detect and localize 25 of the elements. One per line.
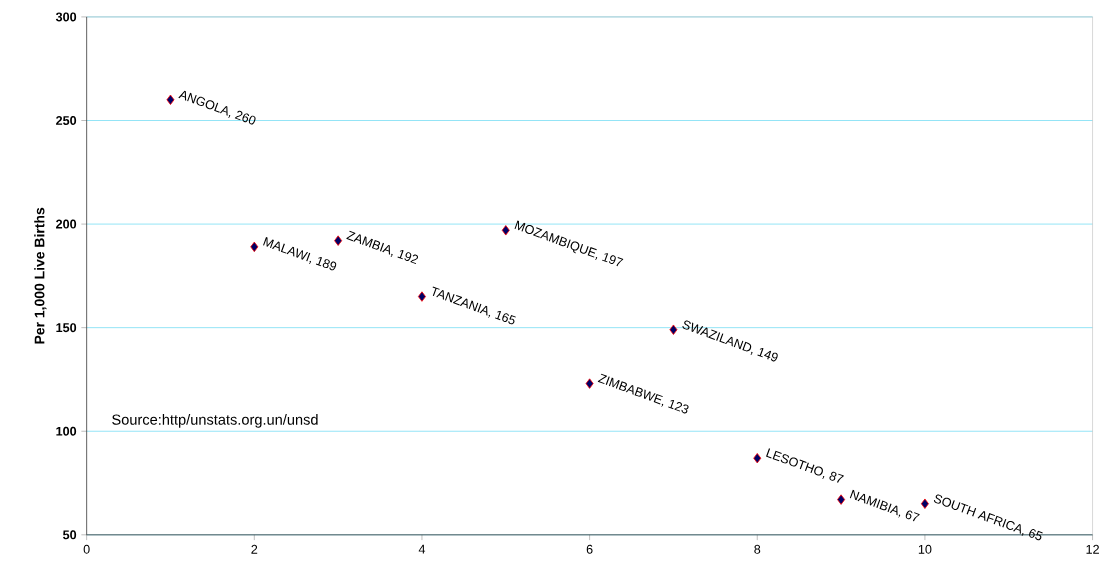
x-tick-label: 2 (251, 544, 258, 554)
x-tick-label: 4 (418, 544, 426, 554)
point (753, 453, 762, 464)
point (501, 225, 510, 236)
y-tick-label: 250 (56, 116, 77, 126)
point (334, 235, 343, 246)
y-tick-label: 150 (56, 323, 77, 333)
x-tick-label: 12 (1086, 544, 1099, 554)
x-tick-label: 8 (754, 544, 761, 554)
x-tick-label: 6 (586, 544, 593, 554)
y-tick-label: 100 (56, 426, 77, 436)
point (166, 94, 175, 106)
point (250, 241, 259, 253)
point (585, 378, 594, 389)
x-tick-label: 10 (918, 544, 932, 554)
y-tick-label: 50 (63, 530, 77, 540)
point (417, 291, 426, 302)
y-tick-label: 200 (56, 219, 77, 229)
point (920, 498, 929, 510)
point (837, 494, 846, 505)
y-tick-label: 300 (55, 12, 77, 22)
point (669, 324, 678, 336)
x-tick-label: 0 (83, 544, 90, 554)
y-axis-title: Per 1,000 Live Births (34, 208, 47, 344)
annotation: Source:http/unstats.org.un/unsd (112, 414, 318, 428)
